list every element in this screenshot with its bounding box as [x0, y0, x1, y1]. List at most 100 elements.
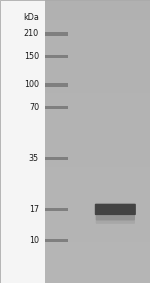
Bar: [45, 238, 150, 239]
Bar: [45, 18, 150, 20]
Bar: [45, 221, 150, 222]
Bar: [45, 204, 150, 205]
Bar: [45, 75, 150, 76]
Bar: [45, 6, 150, 7]
Bar: [45, 1, 150, 3]
Text: 210: 210: [24, 29, 39, 38]
Bar: [45, 212, 150, 214]
Bar: [45, 198, 150, 200]
Bar: [45, 153, 150, 154]
Bar: [45, 81, 150, 82]
Bar: [45, 280, 150, 282]
Bar: [45, 45, 150, 47]
Bar: [45, 158, 150, 160]
Bar: [45, 279, 150, 280]
Bar: [45, 190, 150, 191]
Bar: [45, 14, 150, 16]
Bar: [45, 253, 150, 255]
Bar: [45, 96, 150, 98]
Bar: [45, 112, 150, 113]
Bar: [45, 157, 68, 160]
Bar: [45, 211, 150, 212]
Bar: [45, 122, 150, 123]
Bar: [45, 35, 150, 37]
Bar: [45, 260, 150, 262]
Bar: [45, 31, 150, 33]
Bar: [45, 218, 150, 219]
Bar: [45, 207, 150, 208]
Bar: [45, 99, 150, 100]
Bar: [45, 277, 150, 279]
Text: 70: 70: [29, 103, 39, 112]
Bar: [45, 68, 150, 69]
Text: 10: 10: [29, 236, 39, 245]
Bar: [45, 228, 150, 229]
Bar: [45, 33, 150, 34]
Bar: [45, 192, 150, 194]
Bar: [45, 83, 68, 87]
Bar: [45, 106, 68, 109]
Bar: [45, 47, 150, 48]
Bar: [45, 164, 150, 166]
Bar: [45, 69, 150, 71]
Bar: [45, 200, 150, 201]
Bar: [45, 248, 150, 249]
Bar: [45, 116, 150, 117]
Bar: [45, 59, 150, 61]
Bar: [45, 76, 150, 78]
Bar: [45, 72, 150, 74]
Bar: [45, 10, 150, 11]
Bar: [45, 252, 150, 253]
Bar: [45, 3, 150, 4]
Bar: [45, 113, 150, 115]
Bar: [45, 40, 150, 41]
Bar: [45, 105, 150, 106]
Bar: [45, 144, 150, 146]
Bar: [45, 156, 150, 157]
FancyBboxPatch shape: [96, 204, 135, 220]
Text: 100: 100: [24, 80, 39, 89]
Bar: [45, 236, 150, 238]
Text: 150: 150: [24, 52, 39, 61]
Bar: [45, 78, 150, 79]
Bar: [45, 178, 150, 180]
Bar: [45, 50, 150, 51]
Bar: [45, 175, 150, 177]
Bar: [45, 0, 150, 283]
Bar: [45, 23, 150, 24]
Bar: [45, 174, 150, 175]
Bar: [0, 0, 45, 283]
Bar: [45, 133, 150, 134]
Bar: [45, 30, 150, 31]
Bar: [45, 209, 150, 211]
Bar: [45, 132, 150, 133]
Text: 17: 17: [29, 205, 39, 214]
Bar: [45, 147, 150, 149]
Bar: [45, 136, 150, 137]
Bar: [45, 235, 150, 236]
Bar: [45, 109, 150, 110]
Bar: [45, 205, 150, 207]
Bar: [45, 266, 150, 267]
Bar: [45, 27, 150, 28]
Bar: [45, 183, 150, 184]
Bar: [45, 110, 150, 112]
Bar: [45, 224, 150, 225]
Bar: [45, 79, 150, 81]
Bar: [45, 86, 150, 88]
Bar: [45, 64, 150, 65]
Text: kDa: kDa: [23, 13, 39, 22]
Bar: [45, 239, 150, 241]
Bar: [45, 187, 150, 188]
Bar: [45, 269, 150, 270]
Bar: [45, 177, 150, 178]
Bar: [45, 146, 150, 147]
Bar: [45, 44, 150, 45]
Bar: [45, 273, 150, 275]
Bar: [45, 41, 150, 42]
Bar: [45, 17, 150, 18]
Bar: [45, 126, 150, 127]
Bar: [45, 282, 150, 283]
Bar: [45, 28, 150, 30]
Bar: [45, 62, 150, 64]
